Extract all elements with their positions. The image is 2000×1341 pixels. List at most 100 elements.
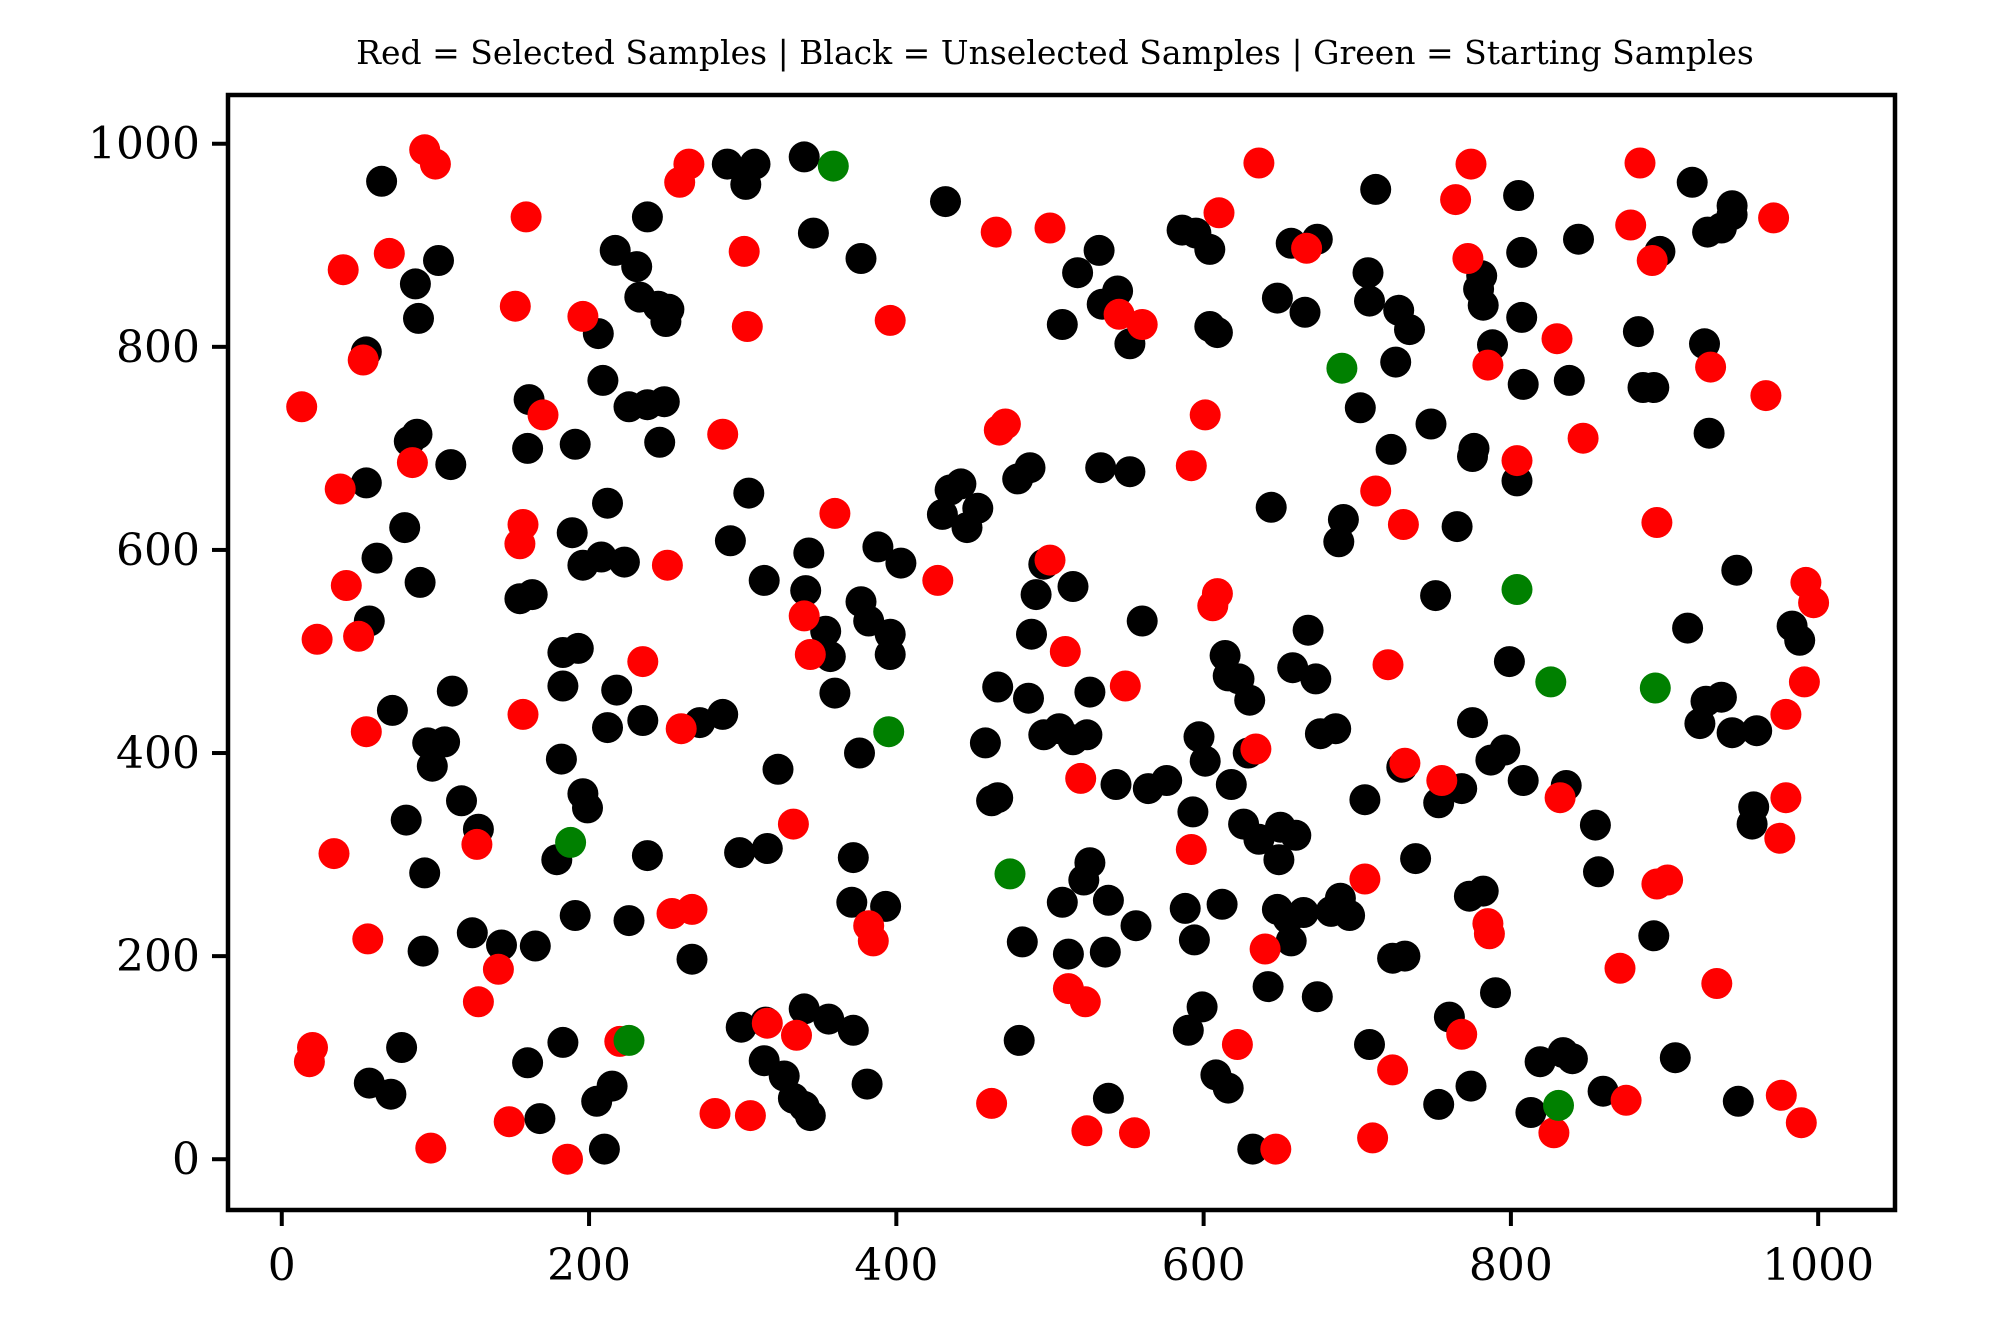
unselected-point — [1506, 301, 1538, 333]
selected-point — [507, 698, 539, 730]
selected-point — [1372, 649, 1404, 681]
unselected-point — [556, 517, 588, 549]
selected-point — [1357, 1122, 1389, 1154]
unselected-point — [714, 525, 746, 557]
unselected-point — [851, 1068, 883, 1100]
unselected-point — [350, 467, 382, 499]
unselected-point — [512, 1047, 544, 1079]
unselected-point — [962, 492, 994, 524]
unselected-point — [1092, 884, 1124, 916]
selected-point — [330, 570, 362, 601]
unselected-point — [1172, 1014, 1204, 1046]
selected-point — [980, 216, 1012, 248]
selected-point — [1034, 544, 1066, 576]
selected-point — [1221, 1029, 1253, 1060]
unselected-point — [559, 900, 591, 931]
unselected-point — [1046, 886, 1078, 918]
unselected-point — [733, 477, 765, 509]
unselected-point — [376, 694, 408, 726]
unselected-point — [547, 1026, 579, 1058]
unselected-point — [819, 677, 851, 709]
selected-point — [1109, 670, 1141, 702]
unselected-point — [608, 546, 640, 578]
unselected-point — [1178, 924, 1210, 956]
selected-point — [1750, 380, 1782, 412]
unselected-point — [1741, 715, 1773, 747]
unselected-point — [1784, 624, 1816, 656]
selected-point — [510, 201, 542, 233]
unselected-point — [1006, 926, 1038, 958]
unselected-point — [1693, 417, 1725, 449]
selected-point — [1636, 245, 1668, 276]
unselected-point — [1480, 977, 1511, 1009]
unselected-point — [1209, 640, 1241, 671]
unselected-point — [1638, 920, 1670, 952]
unselected-point — [1506, 236, 1538, 268]
unselected-point — [375, 1078, 407, 1110]
unselected-point — [621, 251, 653, 283]
unselected-point — [366, 165, 398, 197]
starting-point — [1501, 574, 1533, 605]
selected-point — [1049, 636, 1081, 667]
starting-point — [613, 1024, 645, 1056]
unselected-point — [1415, 408, 1447, 440]
selected-point — [507, 509, 539, 540]
selected-point — [1785, 1107, 1817, 1139]
selected-point — [1240, 733, 1272, 765]
unselected-point — [788, 993, 820, 1025]
unselected-point — [1288, 897, 1319, 928]
selected-point — [1071, 1115, 1103, 1147]
selected-point — [794, 639, 826, 670]
starting-point — [994, 858, 1026, 890]
selected-point — [1624, 147, 1656, 179]
unselected-point — [588, 1133, 620, 1165]
selected-point — [1126, 309, 1158, 340]
unselected-point — [1375, 433, 1407, 465]
selected-point — [482, 953, 514, 985]
selected-point — [1119, 1117, 1150, 1149]
unselected-point — [596, 1070, 628, 1102]
selected-point — [318, 838, 350, 870]
selected-point — [301, 623, 333, 655]
selected-point — [527, 399, 559, 431]
unselected-point — [725, 1011, 757, 1043]
selected-point — [707, 418, 739, 450]
y-axis: 0 200 400 600 800 1000 — [88, 119, 228, 1185]
unselected-point — [1194, 233, 1226, 265]
series-selected-point — [286, 134, 1830, 1175]
selected-point — [1065, 762, 1097, 794]
unselected-point — [1292, 614, 1324, 646]
unselected-point — [516, 579, 548, 611]
unselected-point — [399, 268, 431, 300]
selected-point — [1758, 202, 1790, 234]
unselected-point — [1277, 652, 1309, 684]
unselected-point — [1377, 942, 1409, 974]
unselected-point — [1206, 888, 1238, 920]
unselected-point — [813, 1003, 845, 1035]
unselected-point — [1169, 892, 1201, 924]
unselected-point — [1215, 769, 1247, 800]
unselected-point — [1553, 364, 1585, 396]
unselected-point — [1100, 769, 1132, 800]
x-tick-label: 800 — [1469, 1240, 1553, 1291]
selected-point — [1652, 864, 1684, 896]
unselected-point — [790, 575, 822, 607]
chart-title: Red = Selected Samples | Black = Unselec… — [356, 33, 1754, 72]
unselected-point — [1046, 309, 1078, 340]
unselected-point — [644, 426, 676, 458]
selected-point — [665, 713, 697, 745]
x-tick-label: 1000 — [1762, 1240, 1874, 1291]
selected-point — [673, 148, 705, 180]
unselected-point — [545, 743, 577, 775]
starting-point — [1535, 666, 1567, 698]
unselected-point — [1013, 682, 1044, 714]
selected-point — [1798, 587, 1830, 619]
selected-point — [1034, 212, 1066, 244]
selected-point — [1701, 968, 1733, 999]
unselected-point — [599, 234, 631, 266]
unselected-point — [1280, 819, 1312, 851]
y-tick-label: 1000 — [88, 119, 200, 170]
selected-point — [567, 300, 599, 332]
unselected-point — [404, 566, 436, 598]
